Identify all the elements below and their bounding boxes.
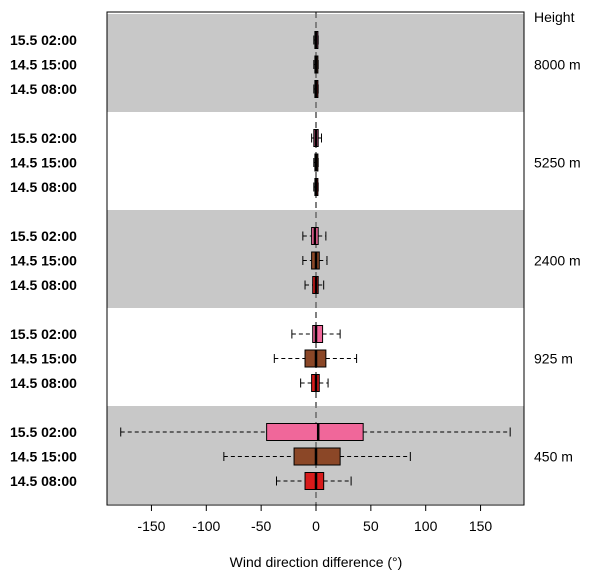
iqr-box xyxy=(304,472,325,490)
box-label: 14.5 15:00 xyxy=(10,351,77,367)
box-label: 15.5 02:00 xyxy=(10,32,77,48)
box-8000m-0 xyxy=(313,31,319,49)
box-450m-0 xyxy=(120,423,511,441)
height-label: 5250 m xyxy=(534,155,581,171)
box-label: 15.5 02:00 xyxy=(10,130,77,146)
box-2400m-1 xyxy=(302,251,328,270)
x-tick-label: 150 xyxy=(469,518,493,534)
box-label: 14.5 15:00 xyxy=(10,57,77,73)
x-tick-label: 0 xyxy=(312,518,320,534)
box-450m-1 xyxy=(223,447,411,466)
box-label: 14.5 08:00 xyxy=(10,473,77,489)
box-5250m-0 xyxy=(311,129,322,147)
boxes-layer xyxy=(120,31,511,490)
box-label: 15.5 02:00 xyxy=(10,326,77,342)
box-label: 14.5 08:00 xyxy=(10,375,77,391)
x-axis-title: Wind direction difference (°) xyxy=(230,554,403,570)
box-450m-2 xyxy=(276,472,352,490)
box-labels: 15.5 02:00 14.5 15:00 14.5 08:00 15.5 02:00… xyxy=(10,32,77,489)
x-tick-label: -100 xyxy=(192,518,220,534)
box-5250m-2 xyxy=(313,178,319,196)
x-tick-label: -150 xyxy=(137,518,165,534)
box-2400m-2 xyxy=(304,276,325,294)
box-925m-1 xyxy=(273,349,358,368)
height-labels: 8000 m 5250 m 2400 m 925 m 450 m xyxy=(534,57,581,465)
x-tick-label: 100 xyxy=(414,518,438,534)
iqr-box xyxy=(312,325,324,343)
x-tick-label: 50 xyxy=(363,518,379,534)
box-label: 14.5 15:00 xyxy=(10,155,77,171)
right-axis-title: Height xyxy=(534,9,575,25)
box-label: 14.5 08:00 xyxy=(10,179,77,195)
box-label: 15.5 02:00 xyxy=(10,424,77,440)
box-label: 14.5 15:00 xyxy=(10,449,77,465)
box-label: 14.5 15:00 xyxy=(10,253,77,269)
box-925m-0 xyxy=(291,325,341,343)
box-label: 14.5 08:00 xyxy=(10,277,77,293)
box-2400m-0 xyxy=(302,227,327,245)
box-8000m-1 xyxy=(313,55,319,74)
x-tick-label: -50 xyxy=(251,518,271,534)
box-8000m-2 xyxy=(313,80,319,98)
box-label: 14.5 08:00 xyxy=(10,81,77,97)
box-5250m-1 xyxy=(313,153,319,172)
x-axis: -150 -100 -50 0 50 100 150 xyxy=(137,505,492,534)
height-label: 450 m xyxy=(534,449,573,465)
box-925m-2 xyxy=(300,374,329,392)
height-label: 8000 m xyxy=(534,57,581,73)
iqr-box xyxy=(266,423,364,441)
height-label: 925 m xyxy=(534,351,573,367)
box-label: 15.5 02:00 xyxy=(10,228,77,244)
height-label: 2400 m xyxy=(534,253,581,269)
